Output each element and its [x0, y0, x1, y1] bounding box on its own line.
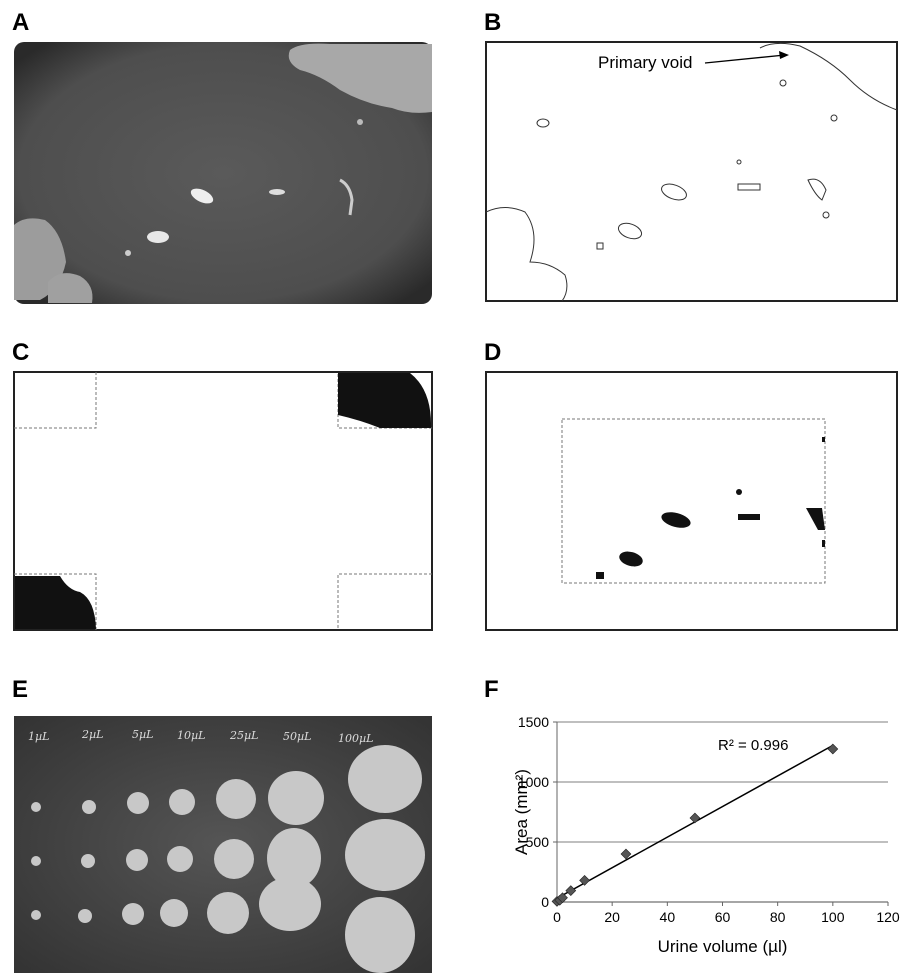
panel-label: E	[12, 676, 28, 703]
x-tick-label: 80	[770, 909, 786, 925]
panel-label: C	[12, 339, 29, 366]
point	[689, 812, 701, 824]
volume-labels: 1µL 2µL 5µL 10µL 25µL 50µL 100µL	[28, 728, 373, 745]
arrow-head	[779, 51, 789, 59]
y-tick-label: 500	[526, 834, 550, 850]
photo-a	[14, 42, 432, 304]
arrow	[704, 54, 786, 64]
volume-label: 10µL	[177, 729, 205, 742]
chart-annotation: R² = 0.996	[718, 737, 788, 754]
x-tick-label: 40	[660, 909, 676, 925]
mask-d	[485, 371, 898, 631]
y-tick-label: 1000	[518, 774, 549, 790]
panel-label: B	[484, 9, 501, 36]
y-axis-label: Area (mm²)	[512, 769, 531, 855]
point	[579, 875, 590, 886]
panel-label: F	[484, 676, 499, 703]
volume-label: 100µL	[338, 732, 373, 745]
x-tick-label: 60	[715, 909, 731, 925]
annotation: Primary void	[598, 53, 692, 72]
x-tick-label: 120	[876, 909, 900, 925]
volume-label: 2µL	[81, 728, 103, 741]
y-tick-label: 0	[541, 894, 549, 910]
panel-label: A	[12, 9, 29, 36]
volume-label: 1µL	[28, 730, 49, 743]
x-tick-label: 20	[604, 909, 620, 925]
panel-label: D	[484, 339, 501, 366]
point	[620, 848, 632, 860]
x-axis-label: Urine volume (µl)	[658, 937, 788, 956]
outline-b	[485, 41, 898, 302]
y-tick-label: 1500	[518, 714, 549, 730]
volume-label: 25µL	[229, 729, 258, 742]
point	[565, 885, 577, 896]
x-tick-label: 0	[553, 909, 561, 925]
volume-label: 50µL	[283, 730, 311, 743]
volume-label: 5µL	[132, 728, 153, 741]
point	[557, 892, 568, 904]
point	[827, 743, 839, 755]
chart: 0 500 1000 1500 0 20 40 60 80 100 120 Urine volume …	[512, 714, 900, 956]
photo-e	[14, 716, 432, 973]
x-tick-label: 100	[821, 909, 845, 925]
mask-c	[13, 371, 433, 631]
